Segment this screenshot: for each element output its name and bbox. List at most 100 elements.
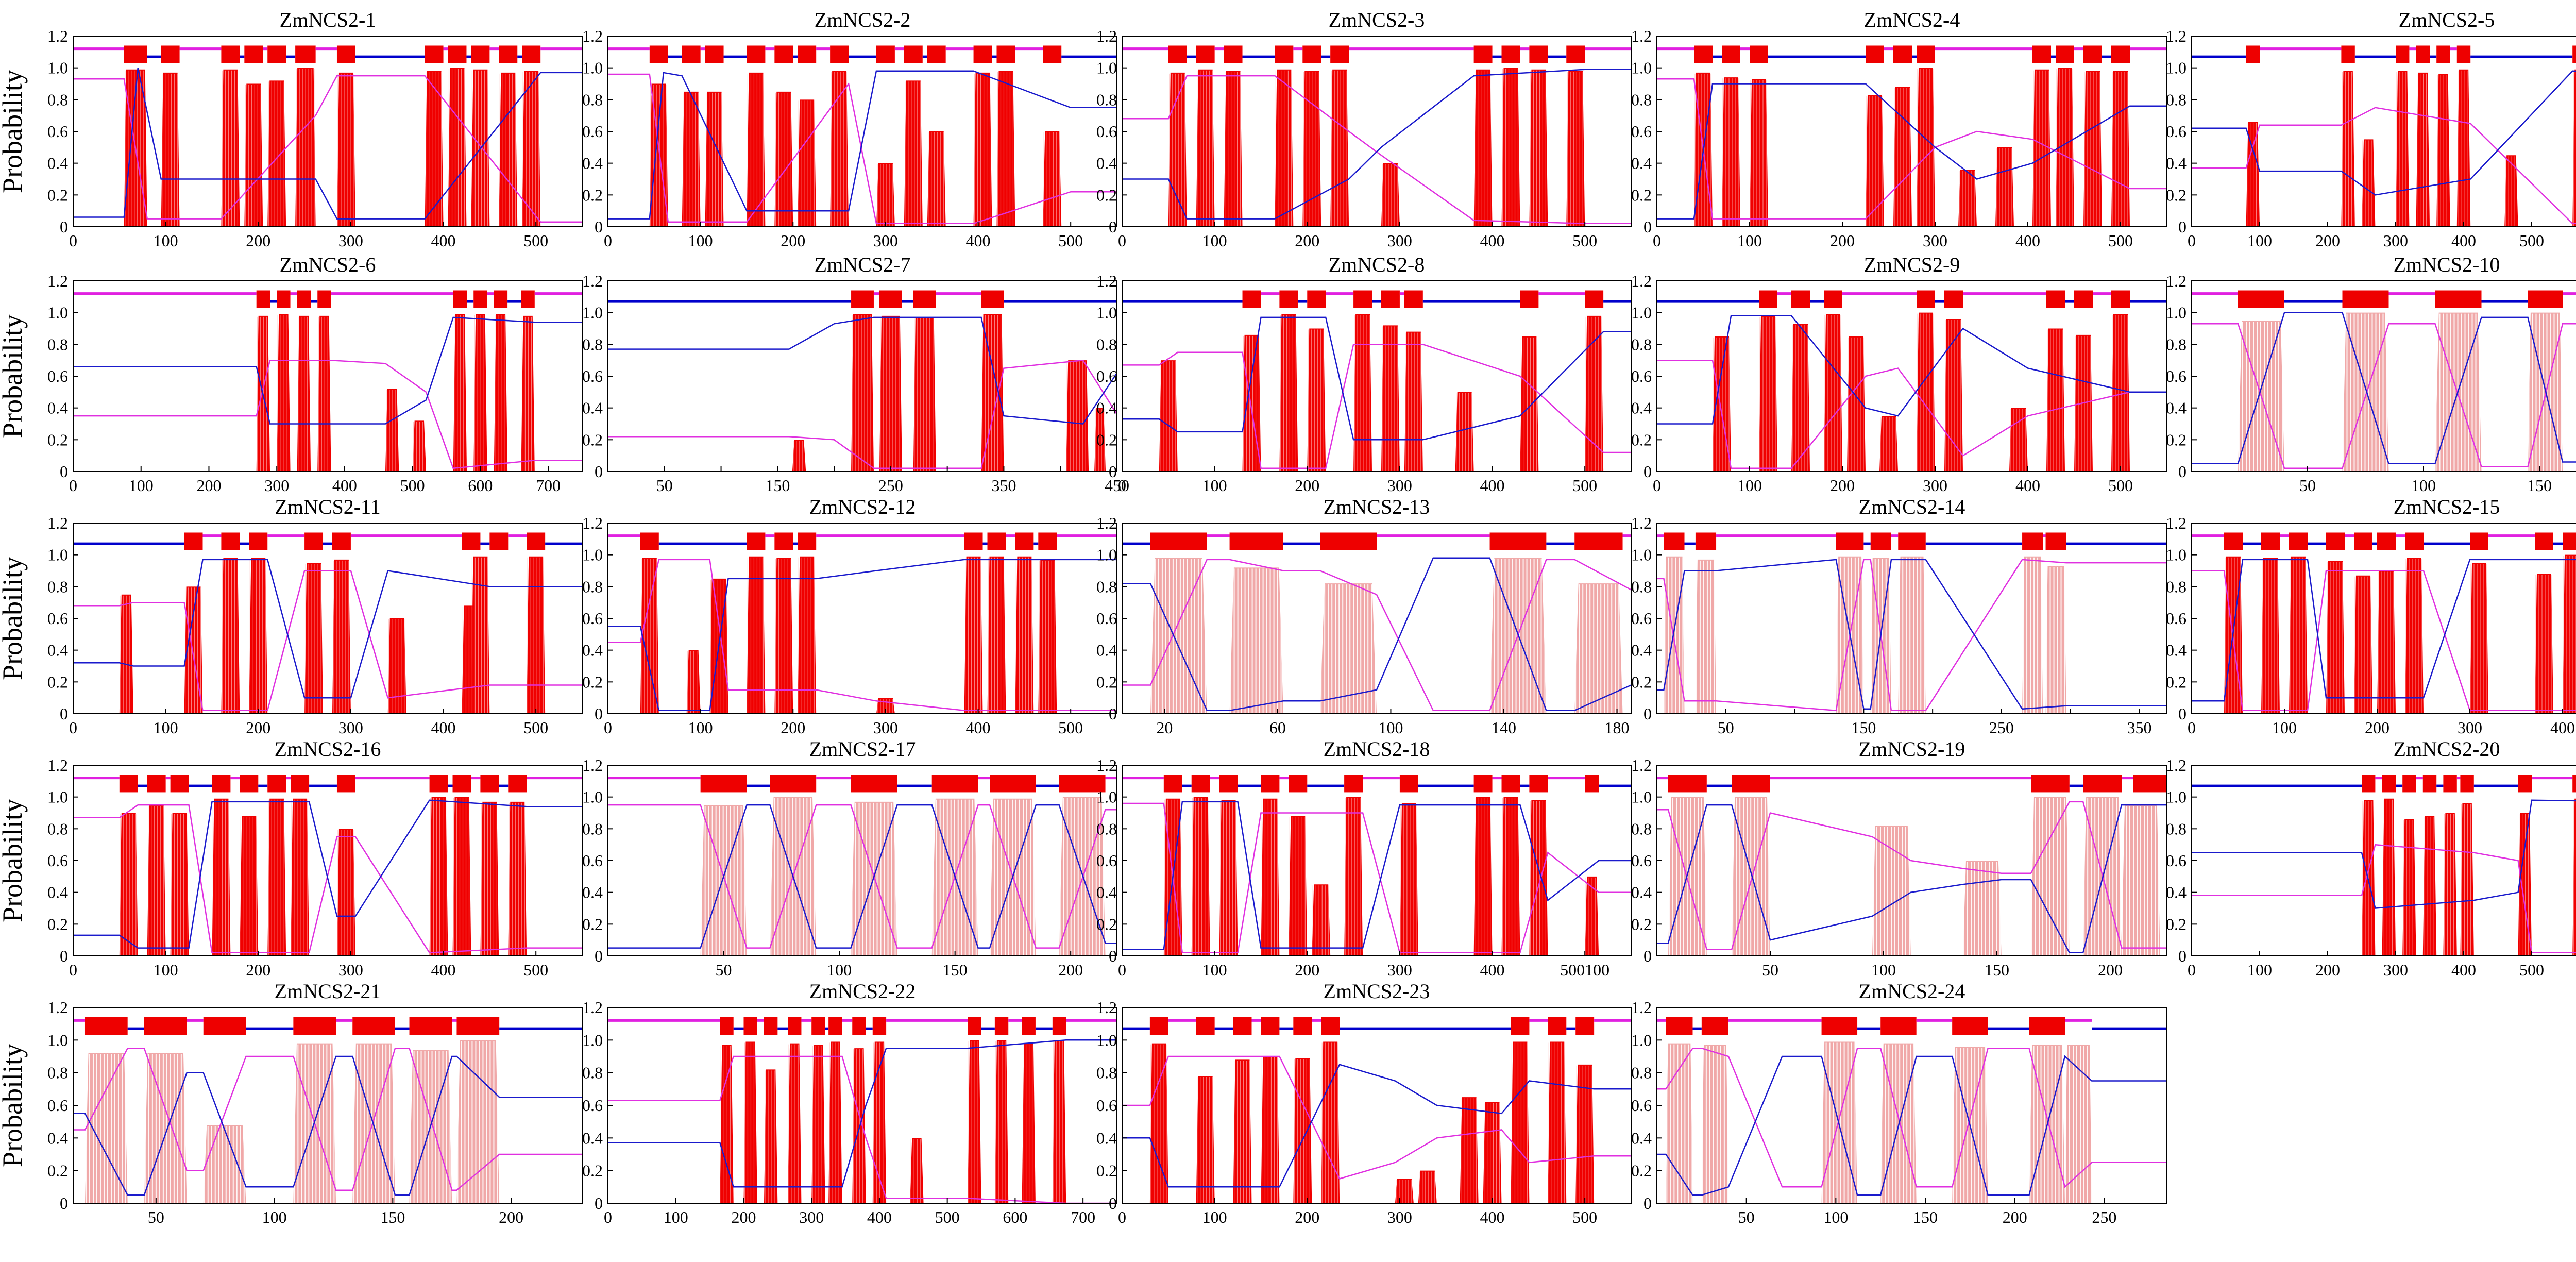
tm-bar-fill	[1501, 797, 1520, 956]
tm-bar	[1059, 797, 1106, 956]
tm-bar	[1529, 69, 1548, 227]
y-tick-label: 0.8	[582, 819, 603, 838]
x-tick-label: 100	[1202, 1208, 1227, 1226]
chart-panel: ZmNCS2-9 0 0.2 0.4 0.6 0.8 1.0 1.2 0 100 200 300 400…	[1631, 253, 2167, 495]
chart-panel: ZmNCS2-24 0 0.2 0.4 0.6 0.8 1.0 1.2 50 100 150 200 2…	[1631, 980, 2167, 1226]
topology-tm-box	[851, 290, 874, 308]
topology-tm-box	[221, 45, 240, 63]
y-tick-label: 0.8	[1631, 90, 1652, 109]
topology-tm-box	[295, 45, 316, 63]
y-tick-label: 1.2	[2166, 514, 2187, 532]
y-tick-label: 1.2	[2166, 756, 2187, 775]
tm-bar-fill	[2572, 798, 2576, 956]
inside-probability-line	[608, 73, 1117, 225]
topology-tm-box	[2224, 532, 2243, 550]
tm-bar-fill	[1015, 556, 1034, 714]
y-tick-label: 1.2	[47, 27, 68, 45]
plot-area	[73, 290, 582, 472]
tm-bar	[1229, 567, 1283, 714]
tm-bar-fill	[2246, 122, 2260, 227]
tm-bar	[317, 315, 331, 472]
topology-tm-box	[987, 532, 1006, 550]
tm-bar	[1052, 1040, 1066, 1203]
tm-bar-fill	[1483, 1102, 1502, 1203]
tm-bar	[852, 1048, 866, 1203]
x-tick-label: 200	[781, 718, 805, 737]
topology-tm-box	[1759, 290, 1777, 308]
topology-tm-box	[747, 532, 766, 550]
plot-area	[73, 1017, 582, 1203]
tm-bar	[747, 556, 766, 714]
x-tick-label: 50	[716, 961, 732, 979]
topology-tm-box	[2022, 532, 2043, 550]
y-tick-label: 0.6	[582, 851, 603, 870]
chart-panel: ZmNCS2-18 0 0.2 0.4 0.6 0.8 1.0 1.2 0 100 200 300 40…	[1096, 737, 1632, 979]
y-tick-label: 0.6	[582, 1096, 603, 1115]
x-tick-label: 100	[827, 961, 852, 979]
tm-bar	[1312, 884, 1331, 956]
outside-probability-line	[2192, 559, 2576, 702]
y-tick-label: 0.6	[47, 851, 68, 870]
outside-probability-line	[2192, 312, 2576, 464]
y-tick-label: 1.0	[47, 304, 68, 322]
topology-tm-box	[1501, 775, 1520, 793]
x-tick-label: 600	[468, 476, 493, 495]
topology-tm-box	[2563, 532, 2576, 550]
tm-bar	[429, 797, 448, 956]
topology-tm-box	[2396, 45, 2410, 63]
tm-bar-fill	[147, 805, 166, 956]
tm-bar-fill	[1219, 800, 1238, 956]
tm-bar-fill	[240, 816, 259, 956]
tm-bar	[336, 829, 355, 956]
chart-panel: ZmNCS2-21 Probability 0 0.2 0.4 0.6 0.8 1.0 1.2 5…	[0, 980, 583, 1226]
y-tick-label: 0.2	[1096, 430, 1117, 449]
y-tick-label: 0	[1643, 704, 1652, 723]
y-tick-label: 0	[2178, 947, 2187, 965]
tm-bar-fill	[743, 1041, 757, 1203]
tm-bar-fill	[1279, 314, 1298, 472]
y-tick-label: 0	[60, 217, 68, 236]
outside-probability-line	[608, 316, 1117, 425]
y-axis-label: Probability	[0, 314, 28, 438]
y-tick-label: 0.4	[1096, 399, 1117, 417]
tm-bar	[1529, 800, 1548, 956]
topology-tm-box	[1038, 532, 1057, 550]
tm-bar-fill	[987, 556, 1006, 714]
topology-tm-box	[770, 775, 817, 793]
tm-bar-fill	[1995, 147, 2014, 227]
topology-tm-box	[1574, 532, 1623, 550]
tm-bar-fill	[2083, 71, 2102, 227]
topology-tm-box	[904, 45, 923, 63]
y-tick-label: 0	[60, 947, 68, 965]
y-tick-label: 0	[1643, 947, 1652, 965]
y-tick-label: 1.0	[1631, 304, 1652, 322]
x-tick-label: 400	[431, 231, 456, 250]
x-tick-label: 100	[2247, 231, 2272, 250]
x-tick-label: 100	[664, 1208, 688, 1226]
panel-title: ZmNCS2-9	[1864, 253, 1960, 276]
topology-tm-box	[521, 290, 535, 308]
tm-bar	[1191, 797, 1210, 956]
topology-tm-box	[1585, 290, 1604, 308]
tm-bar	[2045, 566, 2066, 714]
tm-bar	[1824, 314, 1842, 472]
topology-tm-box	[170, 775, 189, 793]
panel-title: ZmNCS2-12	[809, 495, 916, 518]
topology-tm-box	[1219, 775, 1238, 793]
topology-tm-box	[2289, 532, 2308, 550]
topology-tm-box	[452, 775, 471, 793]
topology-tm-box	[2436, 45, 2450, 63]
tm-bar	[2504, 155, 2518, 227]
x-tick-label: 400	[431, 718, 456, 737]
y-tick-label: 0.8	[2166, 335, 2187, 354]
topology-tm-box	[2111, 290, 2130, 308]
outside-probability-line	[1657, 1055, 2167, 1196]
topology-tm-box	[2535, 532, 2553, 550]
topology-tm-box	[1163, 775, 1182, 793]
y-tick-label: 1.2	[1631, 514, 1652, 532]
tm-bar	[352, 1043, 395, 1203]
topology-tm-box	[705, 45, 724, 63]
panel-title: ZmNCS2-11	[275, 495, 380, 518]
outside-probability-line	[608, 559, 1117, 712]
topology-tm-box	[1191, 775, 1210, 793]
